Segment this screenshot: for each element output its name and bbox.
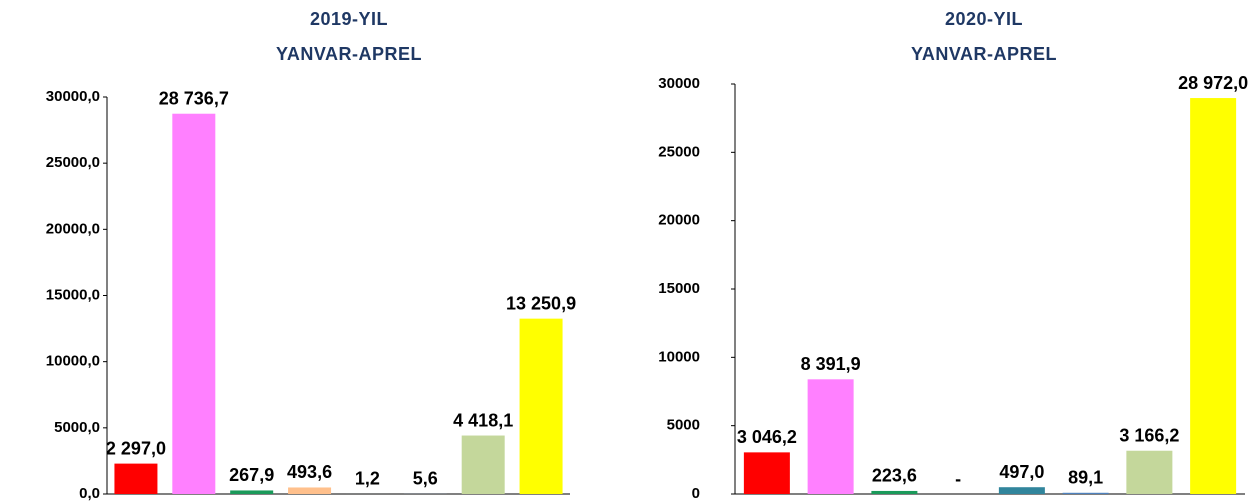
value-label: 13 250,9 xyxy=(506,293,576,313)
y-tick-label: 10000,0 xyxy=(46,353,100,370)
bar xyxy=(519,318,563,494)
value-label: 493,6 xyxy=(287,462,332,482)
chart-title: 2019-YIL xyxy=(310,9,388,29)
value-label: - xyxy=(955,469,961,489)
value-label: 8 391,9 xyxy=(801,354,861,374)
bar xyxy=(1062,492,1109,494)
bar xyxy=(230,490,274,494)
y-tick-label: 15000 xyxy=(658,280,700,297)
y-tick-label: 5000 xyxy=(667,417,700,434)
bar xyxy=(743,452,790,494)
y-tick-label: 20000 xyxy=(658,212,700,229)
value-label: 5,6 xyxy=(413,469,438,489)
value-label: 1,2 xyxy=(355,469,380,489)
chart-subtitle: YANVAR-APREL xyxy=(911,44,1057,64)
bar xyxy=(1126,450,1173,494)
value-label: 223,6 xyxy=(872,466,917,486)
value-label: 3 046,2 xyxy=(737,427,797,447)
y-tick-label: 10000 xyxy=(658,348,700,365)
y-tick-label: 25000 xyxy=(658,143,700,160)
chart-subtitle: YANVAR-APREL xyxy=(276,44,422,64)
y-tick-label: 30000,0 xyxy=(46,88,100,105)
y-tick-label: 25000,0 xyxy=(46,154,100,171)
bar xyxy=(1190,98,1237,495)
y-tick-label: 5000,0 xyxy=(54,419,100,436)
bar xyxy=(114,463,158,494)
value-label: 28 972,0 xyxy=(1178,73,1248,93)
y-tick-label: 15000,0 xyxy=(46,286,100,303)
bar xyxy=(172,113,216,495)
value-label: 497,0 xyxy=(999,462,1044,482)
bar xyxy=(288,487,332,494)
value-label: 89,1 xyxy=(1068,468,1103,488)
bar xyxy=(998,487,1045,494)
y-tick-label: 0,0 xyxy=(79,485,100,502)
value-label: 28 736,7 xyxy=(159,88,229,108)
value-label: 3 166,2 xyxy=(1119,425,1179,445)
y-tick-label: 0 xyxy=(692,485,700,502)
value-label: 4 418,1 xyxy=(453,410,513,430)
y-tick-label: 20000,0 xyxy=(46,220,100,237)
bar xyxy=(461,435,505,494)
y-tick-label: 30000 xyxy=(658,75,700,92)
bar xyxy=(807,379,854,494)
value-label: 267,9 xyxy=(229,465,274,485)
value-label: 2 297,0 xyxy=(106,438,166,458)
chart-title: 2020-YIL xyxy=(945,9,1023,29)
bar xyxy=(871,490,918,494)
